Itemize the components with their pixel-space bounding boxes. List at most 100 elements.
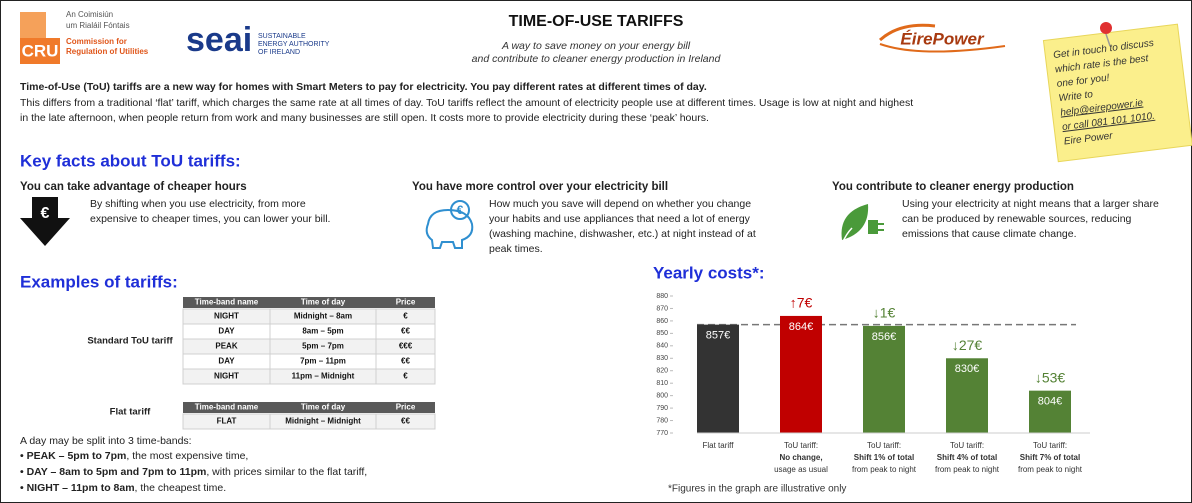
table-cell-text: €€ xyxy=(401,417,410,426)
cru-text: um Rialáil Fóntais xyxy=(66,21,130,30)
icon-symbol: € xyxy=(457,203,464,217)
y-tick-label: 800 xyxy=(656,392,668,399)
cru-logo-box xyxy=(20,38,60,64)
down-arrow-icon xyxy=(20,197,70,246)
bar xyxy=(780,315,822,433)
table-header-cell: Price xyxy=(396,298,416,307)
value-label: 804€ xyxy=(1038,396,1062,408)
cru-mark: CRU xyxy=(22,41,59,60)
cru-text: Commission for xyxy=(66,37,127,46)
chart-title: Yearly costs*: xyxy=(653,263,765,282)
change-label: ↓53€ xyxy=(1035,369,1066,385)
table-header xyxy=(183,402,435,413)
note-line: Write to xyxy=(1058,89,1094,104)
x-tick-label: Flat tariff xyxy=(703,441,735,450)
eirepower-swoosh xyxy=(879,43,1006,53)
change-label: ↓27€ xyxy=(952,337,983,353)
x-tick-label: from peak to night xyxy=(1018,465,1083,474)
title: TIME-OF-USE TARIFFS xyxy=(509,13,684,30)
cru-text: Regulation of Utilities xyxy=(66,47,149,56)
table-cell-text: 5pm – 7pm xyxy=(302,342,344,351)
fact-line: your habits and use appliances that need… xyxy=(489,213,751,225)
fact-line: How much you save will depend on whether… xyxy=(489,198,751,210)
icon-symbol: € xyxy=(41,205,50,222)
table-cell-text: Midnight – 8am xyxy=(294,312,352,321)
band-name: • PEAK – 5pm to 7pm xyxy=(20,450,126,462)
leaf xyxy=(841,204,869,240)
fact-line: emissions that cause climate change. xyxy=(902,228,1077,240)
band-desc: , with prices similar to the flat tariff… xyxy=(206,466,367,478)
fact-title: You have more control over your electric… xyxy=(412,181,668,193)
table-header-cell: Price xyxy=(396,403,416,412)
table-label: Flat tariff xyxy=(110,407,151,418)
table-cell-text: DAY xyxy=(218,357,235,366)
table-header xyxy=(183,297,435,308)
table-cell xyxy=(375,413,436,430)
table-header-cell: Time of day xyxy=(301,298,346,307)
bands-intro: A day may be split into 3 time-bands: xyxy=(20,435,192,447)
table-cell-text: €€ xyxy=(401,357,410,366)
fact-line: can be produced by renewable sources, re… xyxy=(902,213,1132,225)
leaf-vein xyxy=(841,227,853,245)
table-cell-text: €€€ xyxy=(399,342,413,351)
y-tick-label: 780 xyxy=(656,417,668,424)
band-line: • DAY – 8am to 5pm and 7pm to 11pm, with… xyxy=(20,466,367,478)
fact-line: expensive to cheaper times, you can lowe… xyxy=(90,213,330,225)
band-name: • DAY – 8am to 5pm and 7pm to 11pm xyxy=(20,466,206,478)
x-tick-label: usage as usual xyxy=(774,465,828,474)
x-tick-label: Shift 1% of total xyxy=(854,453,914,462)
y-tick-label: 790 xyxy=(656,405,668,412)
chart-footnote: *Figures in the graph are illustrative o… xyxy=(668,484,846,495)
value-label: 857€ xyxy=(706,330,730,342)
sticky-note-paper xyxy=(1042,23,1192,163)
x-tick-label: No change, xyxy=(779,453,822,462)
x-tick-label: ToU tariff: xyxy=(1033,441,1067,450)
change-label: ↓1€ xyxy=(873,305,896,321)
table-cell-text: FLAT xyxy=(217,417,237,426)
fact-title: You contribute to cleaner energy product… xyxy=(832,181,1074,193)
intro-bold: Time-of-Use (ToU) tariffs are a new way … xyxy=(20,81,707,93)
subtitle: A way to save money on your energy bill xyxy=(501,40,691,52)
band-line: • PEAK – 5pm to 7pm, the most expensive … xyxy=(20,450,248,462)
table-header-cell: Time-band name xyxy=(195,403,259,412)
table-cell xyxy=(375,368,436,385)
y-tick-label: 770 xyxy=(656,430,668,437)
subtitle: and contribute to cleaner energy product… xyxy=(472,53,722,65)
section-heading: Key facts about ToU tariffs: xyxy=(20,151,241,170)
value-label: 864€ xyxy=(789,321,813,333)
eirepower-logo: ÉirePower xyxy=(900,29,985,48)
seai-text: ENERGY AUTHORITY xyxy=(258,41,330,48)
fact-line: (washing machine, dishwasher, etc.) at n… xyxy=(489,228,756,240)
bar xyxy=(946,358,988,433)
intro-line: in the late afternoon, when people retur… xyxy=(20,112,709,124)
pin-needle xyxy=(1105,33,1111,47)
fact-line: Using your electricity at night means th… xyxy=(902,198,1159,210)
y-tick-label: 850 xyxy=(656,330,668,337)
bar xyxy=(1029,390,1071,433)
table-header-cell: Time of day xyxy=(301,403,346,412)
sticky-note xyxy=(1042,23,1192,163)
fact-line: By shifting when you use electricity, fr… xyxy=(90,198,306,210)
x-tick-label: from peak to night xyxy=(935,465,1000,474)
table-label: Standard ToU tariff xyxy=(87,336,173,347)
bar xyxy=(697,324,739,433)
table-cell-text: PEAK xyxy=(215,342,237,351)
x-tick-label: ToU tariff: xyxy=(784,441,818,450)
y-tick-label: 860 xyxy=(656,318,668,325)
y-tick-label: 880 xyxy=(656,293,668,300)
value-label: 856€ xyxy=(872,331,896,343)
table-cell-text: NIGHT xyxy=(214,312,239,321)
table-cell-text: NIGHT xyxy=(214,372,239,381)
y-tick-label: 870 xyxy=(656,305,668,312)
section-heading: Examples of tariffs: xyxy=(20,272,178,291)
leaf-plug-icon xyxy=(841,204,884,245)
plug xyxy=(868,220,878,234)
x-tick-label: ToU tariff: xyxy=(867,441,901,450)
table-cell-text: € xyxy=(403,312,408,321)
band-desc: , the cheapest time. xyxy=(135,482,227,494)
y-tick-label: 810 xyxy=(656,380,668,387)
intro-line: This differs from a traditional ‘flat’ t… xyxy=(20,97,913,109)
fact-title: You can take advantage of cheaper hours xyxy=(20,181,247,193)
value-label: 830€ xyxy=(955,363,979,375)
